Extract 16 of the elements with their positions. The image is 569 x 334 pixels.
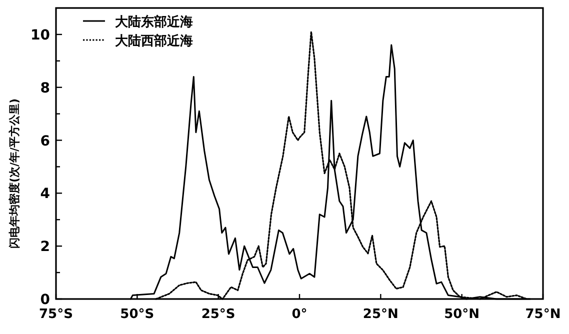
y-axis-title: 闪电年均密度(次/年/平方公里) xyxy=(8,98,21,249)
y-tick-label: 4 xyxy=(40,186,50,202)
y-tick-label: 0 xyxy=(40,292,50,308)
legend-label: 大陆东部近海 xyxy=(115,14,193,30)
y-tick-label: 10 xyxy=(30,27,50,44)
x-tick-label: 25°N xyxy=(362,307,398,322)
y-tick-label: 2 xyxy=(40,239,50,256)
x-tick-label: 50°S xyxy=(120,307,154,322)
x-tick-label: 25°S xyxy=(201,307,236,322)
x-tick-label: 50°N xyxy=(444,307,480,322)
legend-label: 大陆西部近海 xyxy=(115,33,193,49)
y-tick-label: 8 xyxy=(40,80,50,96)
y-tick-label: 6 xyxy=(40,133,50,150)
x-tick-label: 0° xyxy=(292,307,308,322)
x-tick-label: 75°N xyxy=(525,307,561,322)
x-tick-label: 75°S xyxy=(39,307,73,322)
